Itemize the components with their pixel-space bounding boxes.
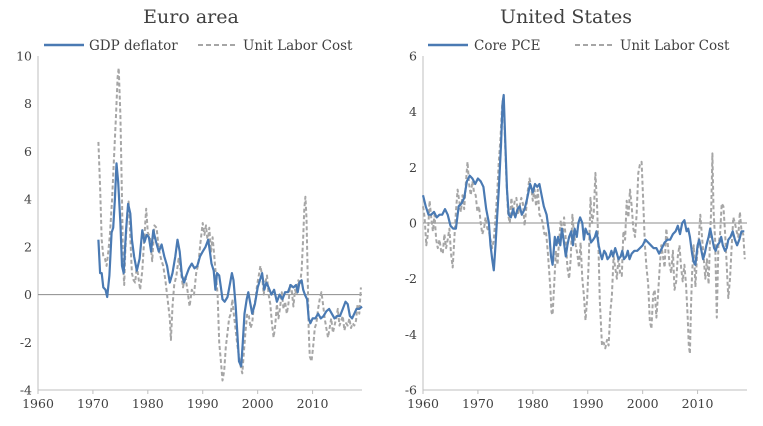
united-states-y-tick-label: 0 xyxy=(409,216,417,231)
united-states-plot-area xyxy=(421,56,747,391)
united-states-title: United States xyxy=(500,6,632,28)
legend-label-core-pce: Core PCE xyxy=(474,38,540,54)
euro-area-y-tick-label: 4 xyxy=(24,192,32,207)
euro-area-series-gdp-deflator xyxy=(97,162,363,368)
united-states-x-tick-label: 2000 xyxy=(627,396,659,411)
united-states-legend: Core PCE Unit Labor Cost xyxy=(428,38,730,54)
united-states-x-tick-label: 1990 xyxy=(572,396,604,411)
euro-area-x-tick-label: 2000 xyxy=(242,396,274,411)
united-states-x-axis: 1960 1970 1980 1990 2000 2010 xyxy=(407,390,714,411)
euro-area-y-tick-label: 0 xyxy=(24,287,32,302)
united-states-y-tick-label: -2 xyxy=(405,271,417,286)
euro-area-y-tick-label: -4 xyxy=(20,383,32,398)
euro-area-x-tick-label: 1960 xyxy=(22,396,54,411)
euro-area-y-tick-label: 2 xyxy=(24,239,32,254)
euro-area-title: Euro area xyxy=(143,6,239,28)
euro-area-plot-area xyxy=(37,56,363,391)
united-states-y-tick-label: 2 xyxy=(409,160,417,175)
euro-area-y-tick-label: 6 xyxy=(24,144,32,159)
euro-area-x-tick-label: 1990 xyxy=(187,396,219,411)
legend-label-unit-labor-cost: Unit Labor Cost xyxy=(620,38,730,54)
united-states-y-tick-label: 6 xyxy=(409,49,417,64)
united-states-y-tick-label: -6 xyxy=(405,383,417,398)
legend-label-gdp-deflator: GDP deflator xyxy=(89,38,178,54)
legend-label-unit-labor-cost: Unit Labor Cost xyxy=(243,38,353,54)
united-states-chart: United States Core PCE Unit Labor Cost 6… xyxy=(405,6,747,411)
euro-area-x-tick-label: 2010 xyxy=(297,396,329,411)
euro-area-x-tick-label: 1970 xyxy=(77,396,109,411)
euro-area-x-tick-label: 1980 xyxy=(132,396,164,411)
euro-area-x-axis: 1960 1970 1980 1990 2000 2010 xyxy=(22,390,329,411)
united-states-x-tick-label: 1960 xyxy=(407,396,439,411)
united-states-y-tick-label: 4 xyxy=(409,104,417,119)
euro-area-chart: Euro area GDP deflator Unit Labor Cost 1… xyxy=(16,6,363,411)
euro-area-y-tick-label: 8 xyxy=(24,96,32,111)
united-states-y-axis: 6 4 2 0 -2 -4 -6 xyxy=(405,49,417,398)
united-states-x-tick-label: 2010 xyxy=(682,396,714,411)
euro-area-legend: GDP deflator Unit Labor Cost xyxy=(44,38,353,54)
euro-area-y-axis: 10 8 6 4 2 0 -2 -4 xyxy=(16,49,32,398)
united-states-y-tick-label: -4 xyxy=(405,327,417,342)
united-states-series-unit-labor-cost xyxy=(422,96,746,355)
euro-area-series-unit-labor-cost xyxy=(97,66,362,382)
euro-area-y-tick-label: 10 xyxy=(16,49,32,64)
united-states-x-tick-label: 1970 xyxy=(462,396,494,411)
united-states-series-core-pce xyxy=(421,93,745,272)
euro-area-y-tick-label: -2 xyxy=(20,335,32,350)
united-states-x-tick-label: 1980 xyxy=(517,396,549,411)
